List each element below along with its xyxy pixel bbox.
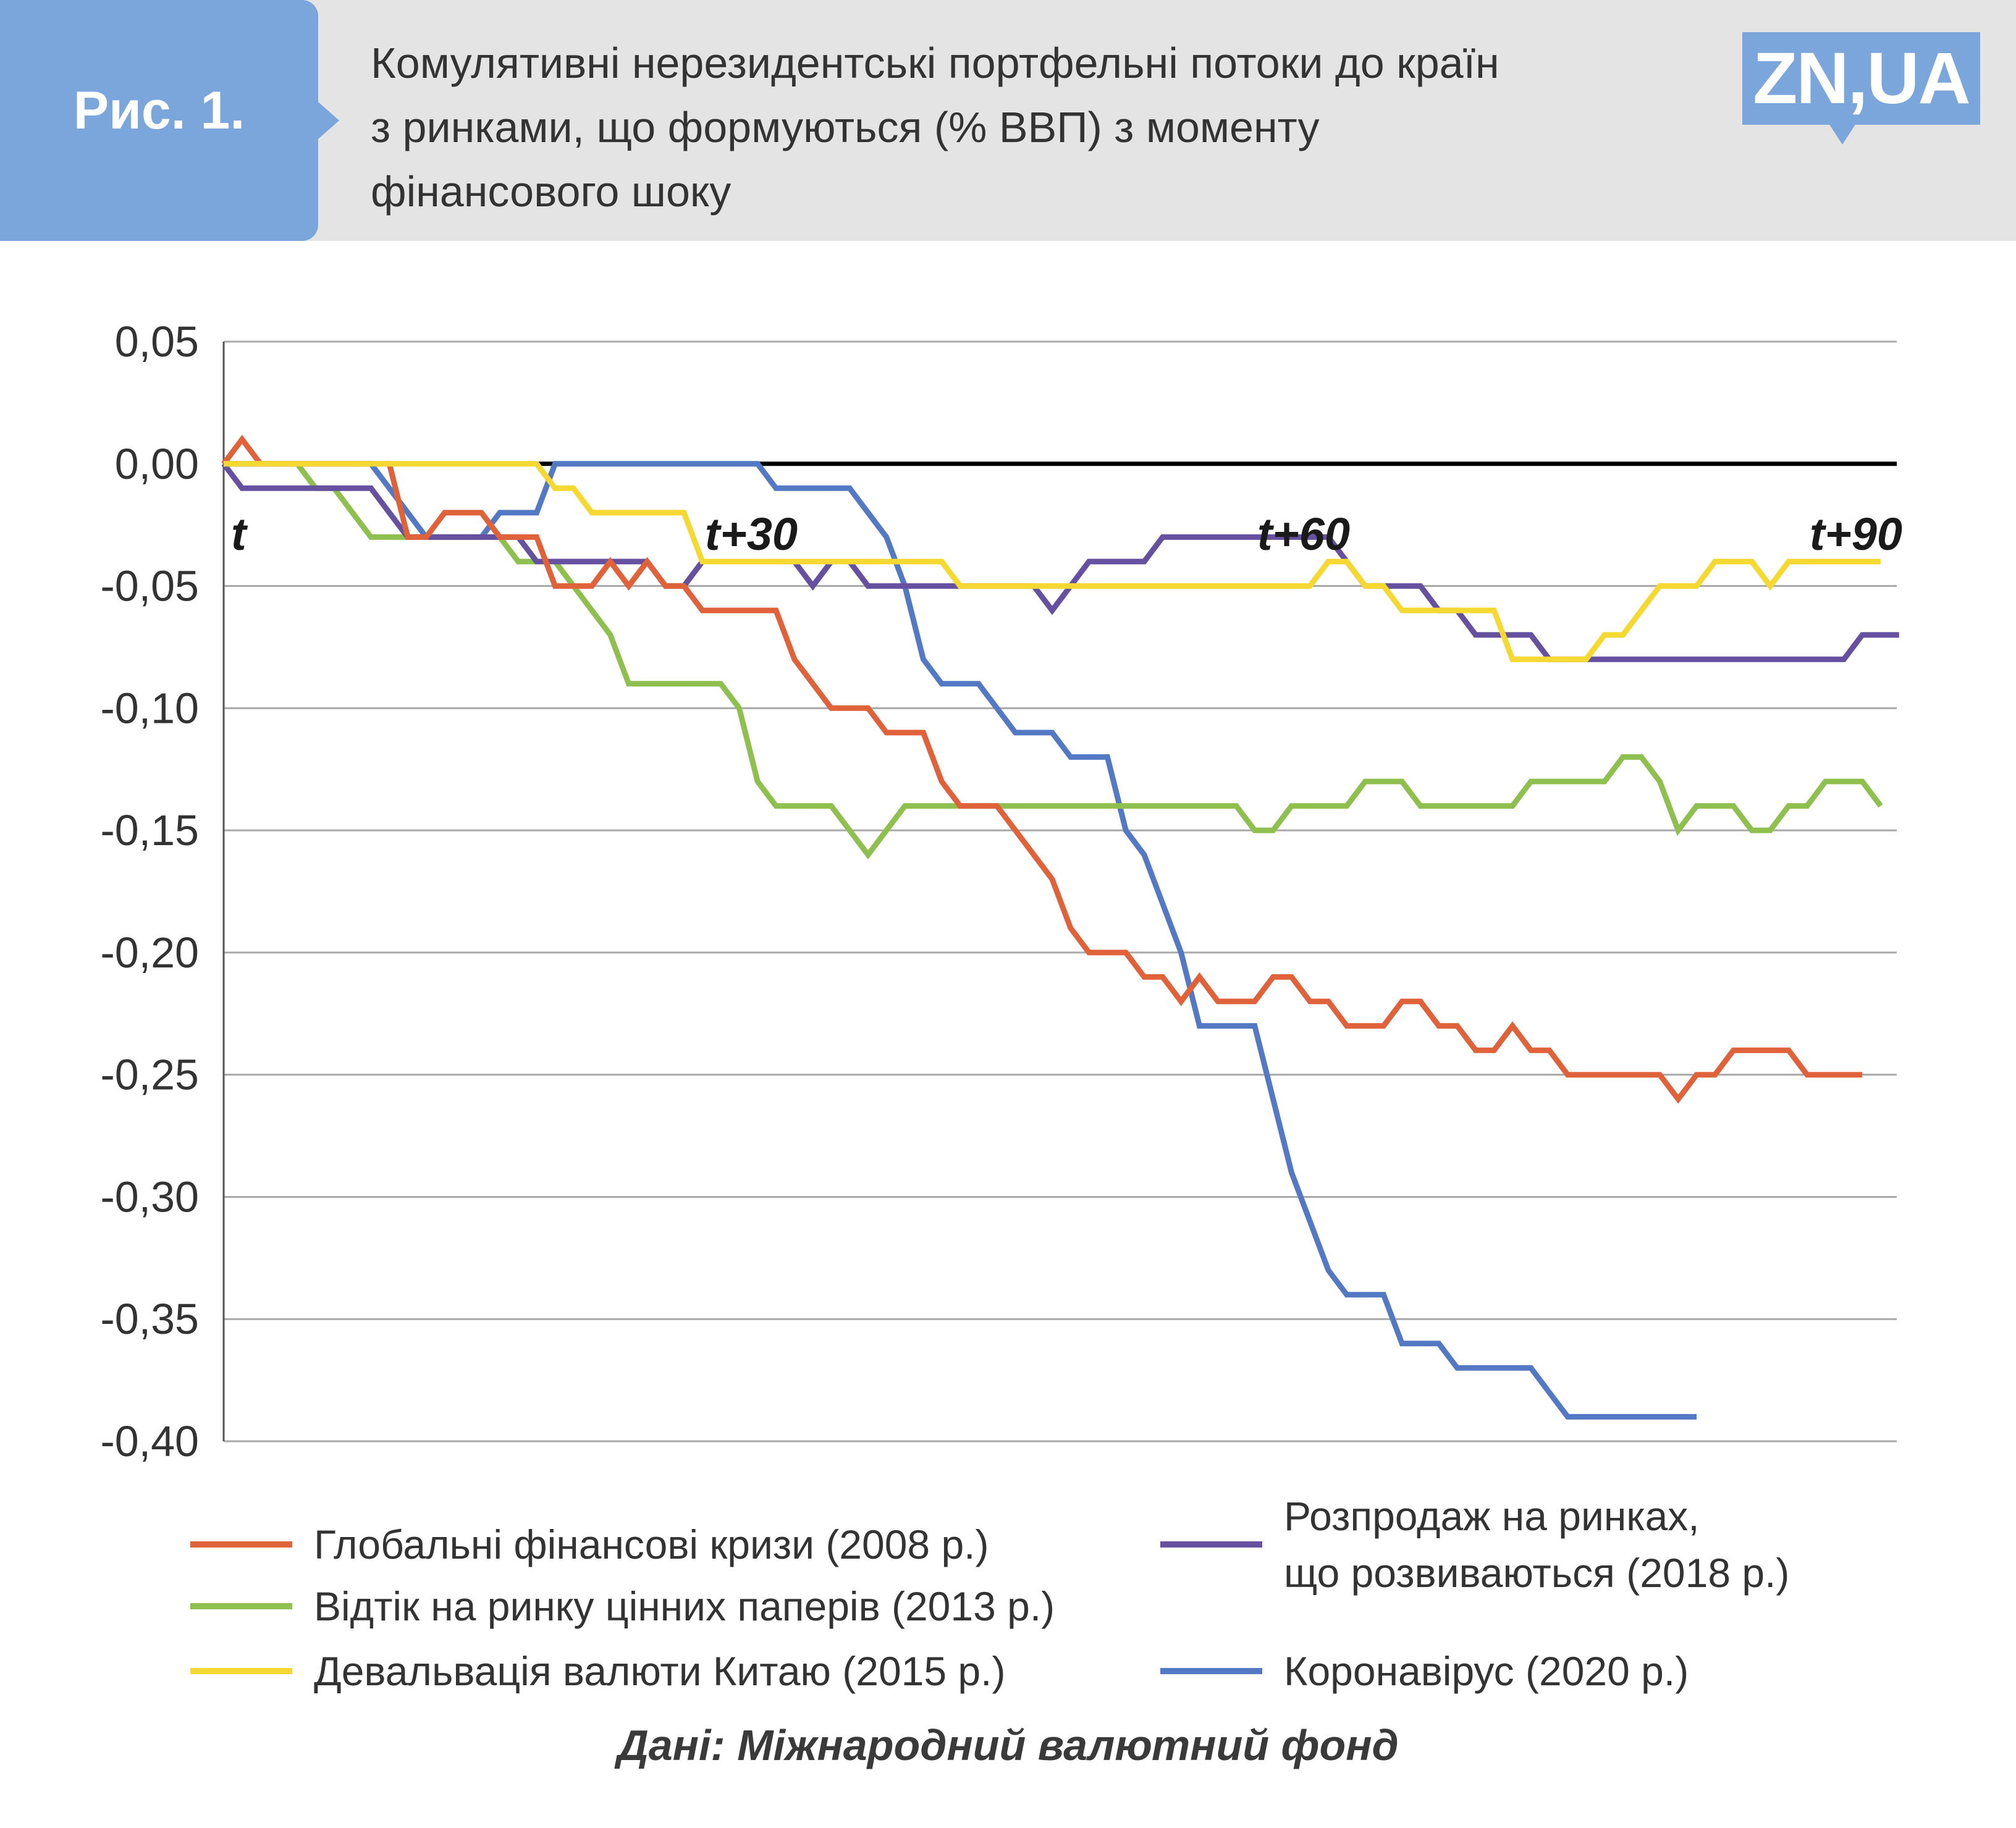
zn-ua-logo: ZN,UA: [1742, 32, 1980, 125]
chart-title: Комулятивні нерезидентські портфельні по…: [371, 31, 1699, 224]
legend-label: Відтік на ринку цінних паперів (2013 р.): [314, 1583, 1055, 1629]
chart-title-line-3: фінансового шоку: [371, 167, 732, 216]
gridlines: [224, 340, 1897, 1443]
x-axis-tick-labels: t t+30 t+60 t+90: [231, 508, 1902, 560]
x-tick-label: t+90: [1810, 508, 1902, 560]
series-line: [221, 462, 1899, 662]
series-line: [221, 434, 1863, 1104]
y-tick-label: -0,40: [100, 1417, 199, 1465]
legend-label-line: Глобальні фінансові кризи (2008 р.): [314, 1522, 989, 1567]
legend-label: Коронавірус (2020 р.): [1284, 1648, 1689, 1694]
logo-speech-tail: [1829, 124, 1856, 145]
y-tick-label: 0,00: [115, 440, 199, 488]
chart-title-line-1: Комулятивні нерезидентські портфельні по…: [371, 39, 1499, 87]
y-tick-label: -0,10: [100, 684, 199, 732]
legend-label-line: Розпродаж на ринках,: [1284, 1493, 1700, 1539]
x-tick-label: t: [231, 508, 248, 560]
x-tick-label: t+30: [705, 508, 798, 560]
series-line: [224, 461, 1881, 662]
badge-pointer: [318, 102, 339, 139]
y-tick-label: -0,30: [100, 1173, 199, 1221]
y-tick-label: -0,15: [100, 806, 199, 854]
series-line: [224, 461, 1697, 1420]
x-tick-label: t+60: [1257, 508, 1350, 560]
logo-text: ZN,UA: [1753, 38, 1971, 119]
legend: Глобальні фінансові кризи (2008 р.) Відті…: [190, 1493, 1789, 1694]
header-bar: Рис. 1. Комулятивні нерезидентські портф…: [0, 0, 2016, 241]
legend-label: Розпродаж на ринках, що розвиваються (201…: [1284, 1493, 1789, 1596]
figure-badge: Рис. 1.: [0, 0, 318, 241]
y-tick-label: -0,25: [100, 1051, 199, 1099]
y-axis-tick-labels: 0,05 0,00 -0,05 -0,10 -0,15 -0,20 -0,25 -0,30 -0…: [100, 318, 199, 1465]
y-tick-label: -0,05: [100, 562, 199, 610]
chart-title-line-2: з ринками, що формуються (% ВВП) з момен…: [371, 103, 1320, 151]
legend-label: Глобальні фінансові кризи (2008 р.): [314, 1522, 989, 1567]
figure-label: Рис. 1.: [73, 81, 245, 140]
legend-label: Девальвація валюти Китаю (2015 р.): [314, 1648, 1005, 1694]
series-lines: [221, 434, 1899, 1420]
data-source-note: Дані: Міжнародний валютний фонд: [617, 1721, 1399, 1769]
y-tick-label: -0,20: [100, 929, 199, 977]
y-tick-label: 0,05: [115, 318, 199, 366]
legend-label-line: Девальвація валюти Китаю (2015 р.): [314, 1648, 1005, 1694]
legend-label-line: що розвиваються (2018 р.): [1284, 1550, 1789, 1596]
y-tick-label: -0,35: [100, 1295, 199, 1343]
legend-label-line: Коронавірус (2020 р.): [1284, 1648, 1689, 1694]
legend-label-line: Відтік на ринку цінних паперів (2013 р.): [314, 1583, 1055, 1629]
